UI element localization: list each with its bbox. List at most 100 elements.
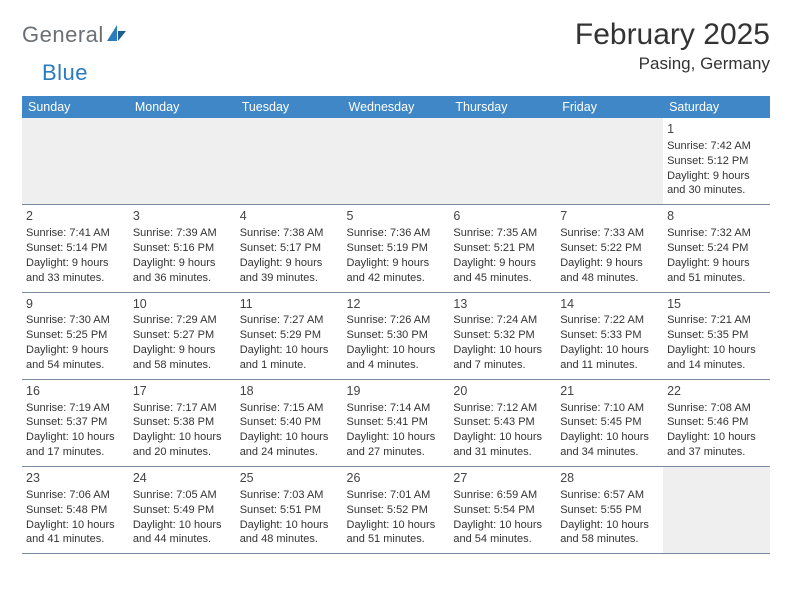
title-block: February 2025 Pasing, Germany <box>575 18 770 74</box>
daylight-text: and 4 minutes. <box>347 358 446 373</box>
empty-cell <box>22 118 129 205</box>
day-cell: 21Sunrise: 7:10 AMSunset: 5:45 PMDayligh… <box>556 379 663 466</box>
daylight-text: and 1 minute. <box>240 358 339 373</box>
sunrise-text: Sunrise: 7:24 AM <box>453 313 552 328</box>
daylight-text: Daylight: 9 hours <box>667 169 766 184</box>
sunrise-text: Sunrise: 7:27 AM <box>240 313 339 328</box>
daylight-text: and 41 minutes. <box>26 532 125 547</box>
sunset-text: Sunset: 5:52 PM <box>347 503 446 518</box>
sunset-text: Sunset: 5:49 PM <box>133 503 232 518</box>
daylight-text: and 20 minutes. <box>133 445 232 460</box>
daylight-text: and 58 minutes. <box>560 532 659 547</box>
sunset-text: Sunset: 5:33 PM <box>560 328 659 343</box>
day-number: 18 <box>240 383 339 400</box>
day-cell: 15Sunrise: 7:21 AMSunset: 5:35 PMDayligh… <box>663 292 770 379</box>
calendar-row: 23Sunrise: 7:06 AMSunset: 5:48 PMDayligh… <box>22 467 770 554</box>
daylight-text: Daylight: 9 hours <box>347 256 446 271</box>
daylight-text: and 24 minutes. <box>240 445 339 460</box>
daylight-text: Daylight: 10 hours <box>667 430 766 445</box>
sunrise-text: Sunrise: 7:06 AM <box>26 488 125 503</box>
sunrise-text: Sunrise: 7:01 AM <box>347 488 446 503</box>
daylight-text: Daylight: 9 hours <box>133 343 232 358</box>
daylight-text: and 7 minutes. <box>453 358 552 373</box>
day-cell: 23Sunrise: 7:06 AMSunset: 5:48 PMDayligh… <box>22 467 129 554</box>
sunset-text: Sunset: 5:29 PM <box>240 328 339 343</box>
sunrise-text: Sunrise: 7:10 AM <box>560 401 659 416</box>
sunset-text: Sunset: 5:55 PM <box>560 503 659 518</box>
daylight-text: and 34 minutes. <box>560 445 659 460</box>
sunset-text: Sunset: 5:32 PM <box>453 328 552 343</box>
day-cell: 12Sunrise: 7:26 AMSunset: 5:30 PMDayligh… <box>343 292 450 379</box>
day-cell: 7Sunrise: 7:33 AMSunset: 5:22 PMDaylight… <box>556 205 663 292</box>
day-number: 4 <box>240 208 339 225</box>
daylight-text: Daylight: 10 hours <box>347 430 446 445</box>
daylight-text: Daylight: 10 hours <box>667 343 766 358</box>
day-number: 13 <box>453 296 552 313</box>
day-number: 25 <box>240 470 339 487</box>
daylight-text: Daylight: 10 hours <box>560 430 659 445</box>
day-number: 23 <box>26 470 125 487</box>
day-cell: 3Sunrise: 7:39 AMSunset: 5:16 PMDaylight… <box>129 205 236 292</box>
weekday-header: Thursday <box>449 96 556 118</box>
day-number: 6 <box>453 208 552 225</box>
sunrise-text: Sunrise: 7:30 AM <box>26 313 125 328</box>
sunset-text: Sunset: 5:43 PM <box>453 415 552 430</box>
day-number: 16 <box>26 383 125 400</box>
empty-cell <box>663 467 770 554</box>
daylight-text: and 11 minutes. <box>560 358 659 373</box>
daylight-text: and 39 minutes. <box>240 271 339 286</box>
sunset-text: Sunset: 5:54 PM <box>453 503 552 518</box>
brand-text-blue: Blue <box>42 60 88 86</box>
daylight-text: Daylight: 10 hours <box>453 430 552 445</box>
sunset-text: Sunset: 5:30 PM <box>347 328 446 343</box>
sunrise-text: Sunrise: 7:33 AM <box>560 226 659 241</box>
sunrise-text: Sunrise: 7:14 AM <box>347 401 446 416</box>
empty-cell <box>449 118 556 205</box>
weekday-header: Monday <box>129 96 236 118</box>
weekday-header-row: Sunday Monday Tuesday Wednesday Thursday… <box>22 96 770 118</box>
daylight-text: Daylight: 9 hours <box>240 256 339 271</box>
daylight-text: and 33 minutes. <box>26 271 125 286</box>
day-cell: 24Sunrise: 7:05 AMSunset: 5:49 PMDayligh… <box>129 467 236 554</box>
sunrise-text: Sunrise: 7:41 AM <box>26 226 125 241</box>
daylight-text: and 17 minutes. <box>26 445 125 460</box>
sunset-text: Sunset: 5:21 PM <box>453 241 552 256</box>
day-number: 11 <box>240 296 339 313</box>
calendar-row: 16Sunrise: 7:19 AMSunset: 5:37 PMDayligh… <box>22 379 770 466</box>
day-cell: 6Sunrise: 7:35 AMSunset: 5:21 PMDaylight… <box>449 205 556 292</box>
day-number: 7 <box>560 208 659 225</box>
weekday-header: Sunday <box>22 96 129 118</box>
sunset-text: Sunset: 5:22 PM <box>560 241 659 256</box>
day-number: 24 <box>133 470 232 487</box>
sunset-text: Sunset: 5:19 PM <box>347 241 446 256</box>
day-number: 15 <box>667 296 766 313</box>
day-cell: 20Sunrise: 7:12 AMSunset: 5:43 PMDayligh… <box>449 379 556 466</box>
day-number: 22 <box>667 383 766 400</box>
sail-icon <box>106 23 128 48</box>
daylight-text: and 51 minutes. <box>667 271 766 286</box>
daylight-text: and 36 minutes. <box>133 271 232 286</box>
daylight-text: Daylight: 10 hours <box>453 343 552 358</box>
sunset-text: Sunset: 5:40 PM <box>240 415 339 430</box>
page-title: February 2025 <box>575 18 770 52</box>
location-label: Pasing, Germany <box>575 54 770 74</box>
daylight-text: and 51 minutes. <box>347 532 446 547</box>
day-number: 14 <box>560 296 659 313</box>
daylight-text: Daylight: 9 hours <box>26 256 125 271</box>
sunrise-text: Sunrise: 7:35 AM <box>453 226 552 241</box>
sunset-text: Sunset: 5:27 PM <box>133 328 232 343</box>
daylight-text: and 27 minutes. <box>347 445 446 460</box>
day-cell: 8Sunrise: 7:32 AMSunset: 5:24 PMDaylight… <box>663 205 770 292</box>
day-cell: 1 Sunrise: 7:42 AM Sunset: 5:12 PM Dayli… <box>663 118 770 205</box>
day-number: 26 <box>347 470 446 487</box>
weekday-header: Friday <box>556 96 663 118</box>
day-cell: 4Sunrise: 7:38 AMSunset: 5:17 PMDaylight… <box>236 205 343 292</box>
daylight-text: Daylight: 10 hours <box>133 518 232 533</box>
day-cell: 5Sunrise: 7:36 AMSunset: 5:19 PMDaylight… <box>343 205 450 292</box>
day-number: 8 <box>667 208 766 225</box>
weekday-header: Saturday <box>663 96 770 118</box>
sunset-text: Sunset: 5:51 PM <box>240 503 339 518</box>
empty-cell <box>236 118 343 205</box>
calendar-row: 9Sunrise: 7:30 AMSunset: 5:25 PMDaylight… <box>22 292 770 379</box>
sunrise-text: Sunrise: 7:42 AM <box>667 139 766 154</box>
